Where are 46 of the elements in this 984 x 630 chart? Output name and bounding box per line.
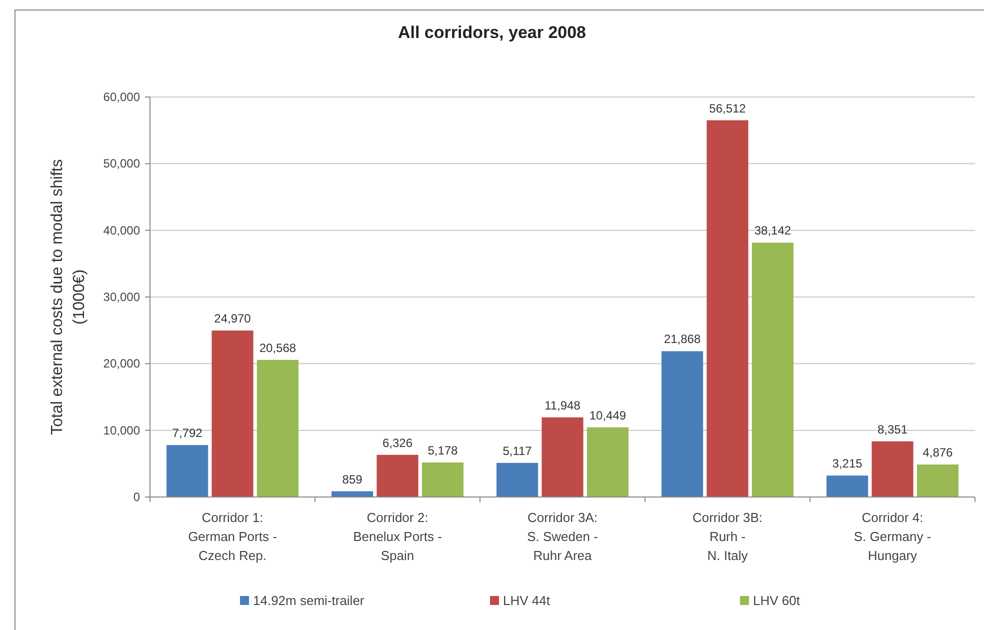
data-label: 5,117 [502, 444, 532, 458]
y-tick-label: 40,000 [103, 223, 140, 238]
y-tick-label: 0 [133, 490, 140, 504]
data-label: 20,568 [259, 340, 296, 355]
data-label: 38,142 [754, 224, 792, 238]
bar [872, 441, 914, 497]
x-tick-label: Corridor 3A: S. Sweden - Ruhr Area [527, 510, 598, 563]
bar [916, 464, 958, 497]
data-label: 5,178 [428, 443, 458, 458]
data-label: 24,970 [214, 312, 252, 326]
data-label: 859 [342, 472, 363, 486]
y-tick-label: 60,000 [103, 90, 140, 104]
data-label: 8,351 [877, 422, 908, 436]
chart-title: All corridors, year 2008 [398, 23, 586, 42]
bar [496, 462, 538, 497]
data-label: 10,449 [589, 408, 626, 422]
x-tick-label: Corridor 1: German Ports - Czech Rep. [188, 510, 277, 563]
bar [586, 427, 628, 497]
bar [542, 417, 584, 497]
legend-label: LHV 60t [753, 593, 800, 608]
y-tick-label: 10,000 [103, 423, 140, 438]
data-label: 21,868 [664, 332, 701, 346]
x-tick-label: Corridor 2: Benelux Ports - Spain [353, 510, 442, 563]
data-label: 11,948 [544, 398, 581, 412]
bar [422, 462, 464, 497]
legend-label: 14.92m semi-trailer [253, 593, 365, 608]
bar [256, 360, 298, 497]
data-label: 3,215 [832, 456, 863, 471]
y-tick-label: 20,000 [103, 356, 140, 371]
bar [706, 120, 748, 497]
bar [826, 476, 868, 497]
y-tick-label: 30,000 [103, 290, 140, 304]
bar [752, 242, 794, 497]
data-label: 7,792 [172, 426, 203, 440]
bar [166, 445, 208, 497]
bar [662, 351, 704, 497]
bar [376, 454, 418, 497]
data-label: 56,512 [709, 101, 746, 116]
x-tick-label: Corridor 3B: Rurh - N. Italy [692, 510, 763, 563]
legend-label: LHV 44t [503, 593, 550, 608]
x-tick-label: Corridor 4: S. Germany - Hungary [854, 510, 932, 563]
data-label: 6,326 [382, 436, 413, 450]
y-axis-title: Total external costs due to modal shifts (1000€) [49, 159, 88, 435]
data-label: 4,876 [922, 445, 954, 460]
y-tick-label: 50,000 [103, 156, 140, 171]
bar [212, 330, 254, 497]
